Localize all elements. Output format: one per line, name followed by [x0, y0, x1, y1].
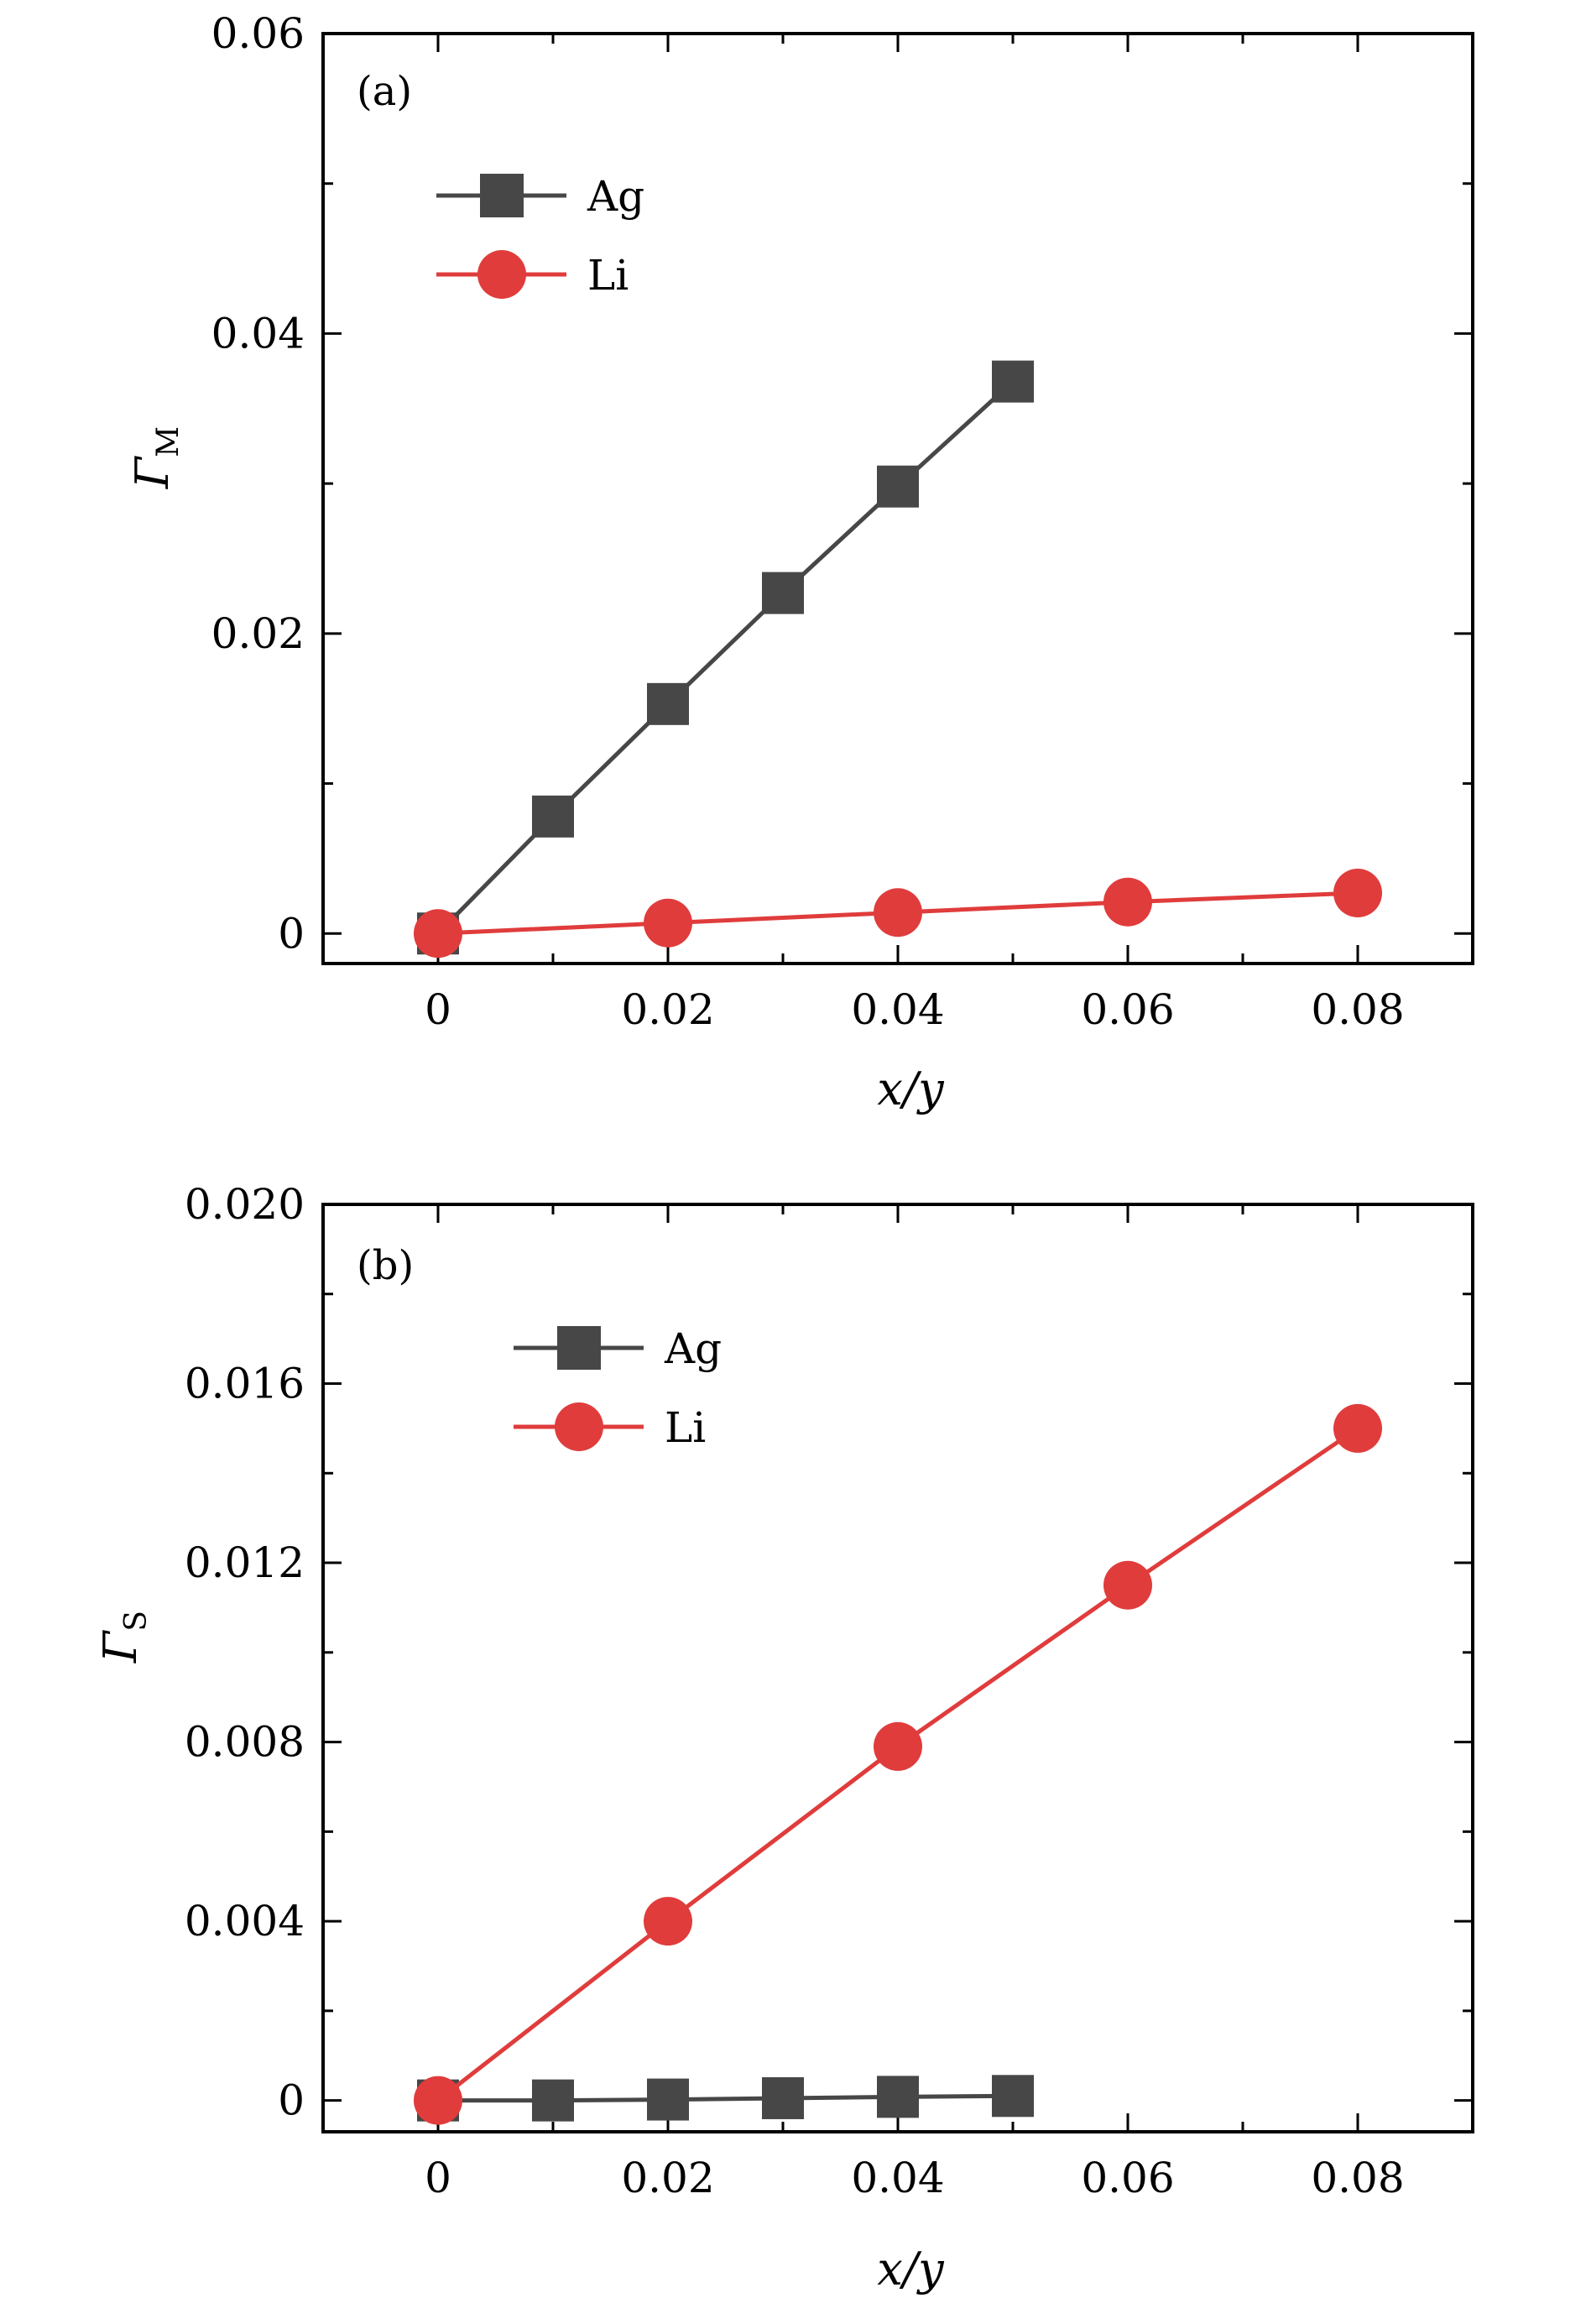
x-tick-label: 0.06 [1081, 2154, 1174, 2202]
x-tick-label: 0 [425, 985, 451, 1034]
series-line-ag [438, 2093, 1014, 2103]
data-point-li [874, 1721, 922, 1771]
y-axis-label-subscript: S [119, 1611, 154, 1632]
series-li [414, 869, 1382, 958]
data-point-ag [992, 2075, 1034, 2118]
y-tick-label: 0 [278, 909, 305, 958]
legend-label: Li [587, 251, 629, 300]
legend-item-li: Li [436, 250, 629, 300]
data-point-li [1333, 1403, 1382, 1453]
x-axis-label: x/y [877, 2243, 945, 2295]
x-tick-label: 0.08 [1311, 2154, 1404, 2202]
data-point-li [414, 2076, 462, 2125]
data-point-li [1333, 869, 1382, 918]
legend-marker [557, 1326, 601, 1370]
legend-item-li: Li [514, 1402, 706, 1452]
data-point-ag [877, 2076, 919, 2118]
y-axis-label-symbol: Γ [94, 1629, 147, 1663]
data-point-ag [647, 682, 689, 725]
y-tick-label: 0.016 [185, 1360, 305, 1408]
y-tick-label: 0.008 [185, 1718, 305, 1767]
y-tick-label: 0.04 [211, 309, 305, 358]
legend-label: Ag [587, 172, 644, 221]
x-tick-label: 0.08 [1311, 985, 1404, 1034]
y-axis-label: ΓS [94, 1611, 154, 1663]
x-tick-label: 0.02 [621, 985, 714, 1034]
legend-marker [555, 1402, 603, 1451]
legend-item-ag: Ag [436, 172, 644, 221]
series-line-ag [436, 379, 1015, 936]
x-tick-label: 0.02 [621, 2154, 714, 2202]
panel-b: 0 0.02 0.04 0.06 0.08 0 0.004 0.008 0.012 0.016 0.… [94, 1180, 1474, 2295]
y-tick-label: 0.012 [185, 1538, 305, 1587]
data-point-li [1103, 1560, 1152, 1610]
legend-marker [480, 174, 524, 217]
data-point-ag [762, 572, 804, 614]
data-point-li [644, 1897, 692, 1946]
data-point-ag [647, 2078, 689, 2121]
data-point-ag [762, 2076, 804, 2119]
y-tick-label: 0.06 [211, 9, 305, 58]
x-tick-label: 0 [425, 2154, 451, 2202]
data-point-li [1103, 877, 1152, 927]
legend-item-ag: Ag [514, 1324, 722, 1373]
data-point-ag [992, 360, 1034, 403]
data-point-li [874, 888, 922, 937]
panel-label: (a) [357, 68, 412, 115]
plot-frame [321, 1203, 1474, 2133]
y-tick-label: 0.02 [211, 609, 305, 658]
panel-a: 0 0.02 0.04 0.06 0.08 0 0.02 0.04 0.06 x/y ΓM (a) Ag… [126, 9, 1474, 1115]
x-tick-label: 0.04 [851, 985, 944, 1034]
y-tick-label: 0.004 [185, 1897, 305, 1945]
legend-label: Ag [664, 1324, 722, 1373]
x-tick-label: 0.04 [851, 2154, 944, 2202]
x-axis-label: x/y [877, 1063, 945, 1115]
series-ag [417, 2075, 1034, 2122]
y-axis-label: ΓM [126, 426, 185, 489]
legend-marker [477, 250, 526, 299]
data-point-ag [877, 465, 919, 508]
series-li [414, 1403, 1382, 2125]
legend-label: Li [665, 1403, 706, 1452]
y-axis-label-subscript: M [151, 426, 185, 457]
data-point-ag [532, 795, 574, 838]
y-axis-label-symbol: Γ [126, 455, 179, 489]
x-tick-label: 0.06 [1081, 985, 1174, 1034]
panel-label: (b) [357, 1242, 414, 1289]
y-tick-label: 0 [278, 2076, 305, 2125]
data-point-li [414, 909, 462, 958]
data-point-ag [532, 2079, 574, 2122]
data-point-li [644, 898, 692, 948]
y-tick-label: 0.020 [185, 1180, 305, 1229]
series-ag [417, 360, 1034, 955]
